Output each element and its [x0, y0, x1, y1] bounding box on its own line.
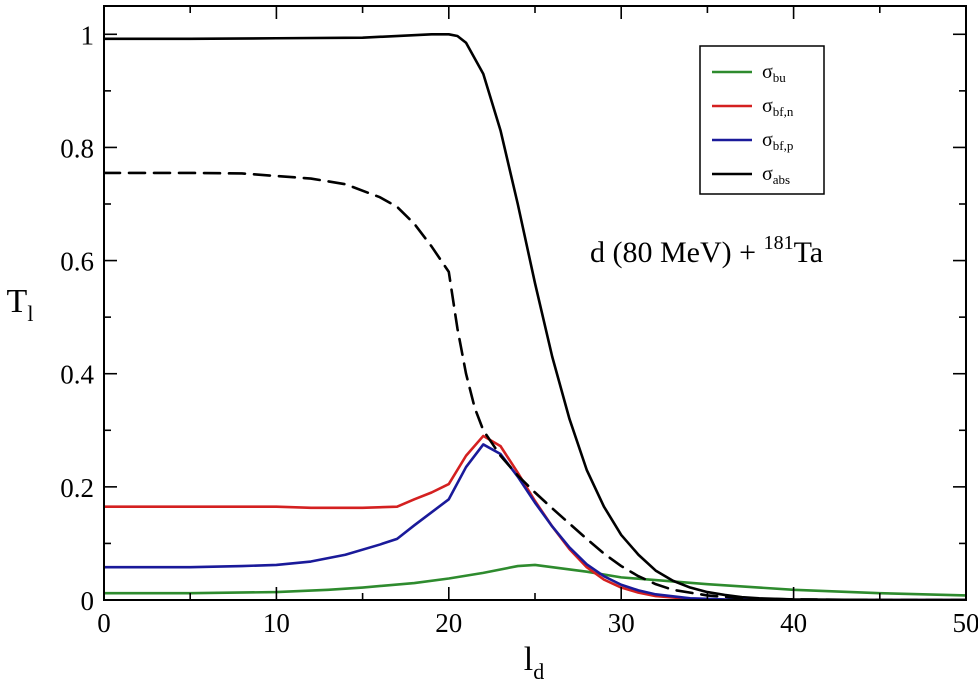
ticks-layer: [103, 6, 967, 601]
y-tick-label: 0.8: [60, 133, 94, 163]
series-line-bu: [104, 563, 966, 597]
y-tick-label: 1: [81, 20, 95, 50]
series-layer: [104, 32, 966, 600]
series-line-dashed: [104, 171, 966, 600]
legend-label: σabs: [762, 163, 790, 187]
tick-label-layer: 0 10 20 30 40 50 0 0.2 0.4 0.6 0.8 1: [60, 20, 978, 638]
legend-label: σbf,n: [762, 95, 794, 119]
y-axis-title: Tl: [7, 283, 34, 326]
legend-label-sub: abs: [773, 172, 790, 187]
legend-box: [699, 45, 825, 195]
x-axis-title-sub: d: [533, 659, 544, 684]
y-axis-title-sub: l: [27, 301, 33, 326]
annotation-prefix: d (80 MeV) +: [590, 236, 764, 269]
legend-label-sub: bf,n: [773, 104, 794, 119]
legend-label-sub: bu: [773, 70, 787, 85]
legend-label: σbf,p: [762, 129, 793, 153]
annotation-superscript: 181: [764, 232, 794, 254]
legend-label-main: σ: [762, 129, 773, 151]
annotation-suffix: Ta: [794, 236, 824, 269]
y-tick-label: 0.6: [60, 247, 94, 277]
x-axis-title: ld: [524, 641, 544, 684]
y-tick-label: 0: [81, 586, 95, 616]
legend-label-main: σ: [762, 61, 773, 83]
x-tick-label: 50: [953, 608, 978, 638]
x-axis-title-main: l: [524, 641, 533, 678]
legend-label-main: σ: [762, 95, 773, 117]
series-line-abs: [104, 32, 966, 600]
x-tick-label: 30: [608, 608, 635, 638]
x-tick-label: 0: [97, 608, 111, 638]
y-tick-label: 0.4: [60, 360, 94, 390]
y-axis-title-main: T: [7, 283, 28, 320]
legend-label: σbu: [762, 61, 786, 85]
x-tick-label: 40: [780, 608, 807, 638]
x-tick-label: 10: [263, 608, 290, 638]
x-tick-label: 20: [435, 608, 462, 638]
y-tick-label: 0.2: [60, 473, 94, 503]
legend-label-sub: bf,p: [773, 138, 794, 153]
legend-label-main: σ: [762, 163, 773, 185]
reaction-annotation: d (80 MeV) + 181Ta: [590, 232, 823, 269]
